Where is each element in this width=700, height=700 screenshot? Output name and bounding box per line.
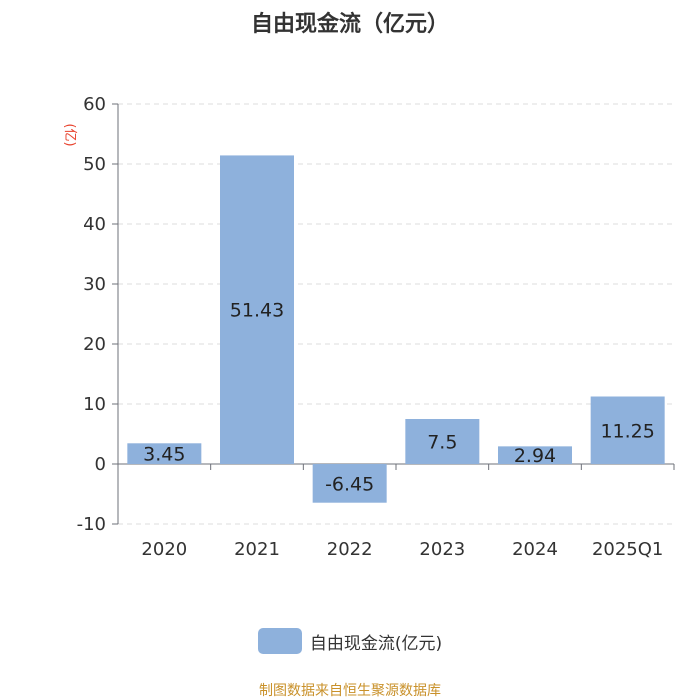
data-labels: 3.45 51.43 -6.45 7.5 2.94 11.25 — [143, 300, 655, 496]
legend-swatch — [257, 628, 302, 654]
y-tick-label: 50 — [83, 154, 106, 175]
legend[interactable]: 自由现金流(亿元) — [0, 628, 700, 654]
bar-2022[interactable] — [312, 464, 387, 503]
chart-title: 自由现金流（亿元） — [250, 12, 449, 37]
axes: -10 0 10 20 30 40 50 60 2020 2021 2022 2023 2024 2025… — [77, 94, 675, 560]
y-tick-label: 60 — [83, 94, 106, 115]
grid-lines — [118, 103, 674, 525]
data-label: 3.45 — [143, 444, 185, 466]
x-tick-label: 2023 — [419, 539, 465, 560]
y-tick-label: 10 — [83, 394, 106, 415]
y-tick-label: 30 — [83, 274, 106, 295]
bar-2024[interactable] — [498, 446, 572, 464]
data-label: 2.94 — [514, 445, 556, 467]
x-tick-label: 2022 — [327, 539, 373, 560]
x-tick-label: 2020 — [141, 539, 187, 560]
x-tick-label: 2021 — [234, 539, 280, 560]
bars — [127, 155, 665, 503]
bar-2025Q1[interactable] — [590, 396, 665, 465]
legend-label: 自由现金流(亿元) — [309, 633, 443, 654]
y-tick-label: 20 — [83, 334, 106, 355]
data-label: -6.45 — [325, 473, 374, 495]
chart-area: -10 0 10 20 30 40 50 60 2020 2021 2022 2023 2024 2025… — [62, 94, 675, 560]
data-label: 7.5 — [427, 432, 457, 454]
bar-2020[interactable] — [127, 443, 202, 464]
bar-2023[interactable] — [405, 419, 480, 464]
y-tick-label: -10 — [77, 514, 106, 535]
source-note: 制图数据来自恒生聚源数据库 — [259, 683, 441, 699]
y-tick-label: 40 — [83, 214, 106, 235]
y-axis-unit-label: (亿) — [62, 123, 77, 146]
x-tick-label: 2024 — [512, 539, 558, 560]
x-tick-label: 2025Q1 — [592, 539, 663, 560]
data-label: 51.43 — [230, 300, 284, 322]
data-label: 11.25 — [600, 420, 654, 442]
bar-2021[interactable] — [220, 155, 294, 465]
y-tick-label: 0 — [95, 454, 106, 475]
